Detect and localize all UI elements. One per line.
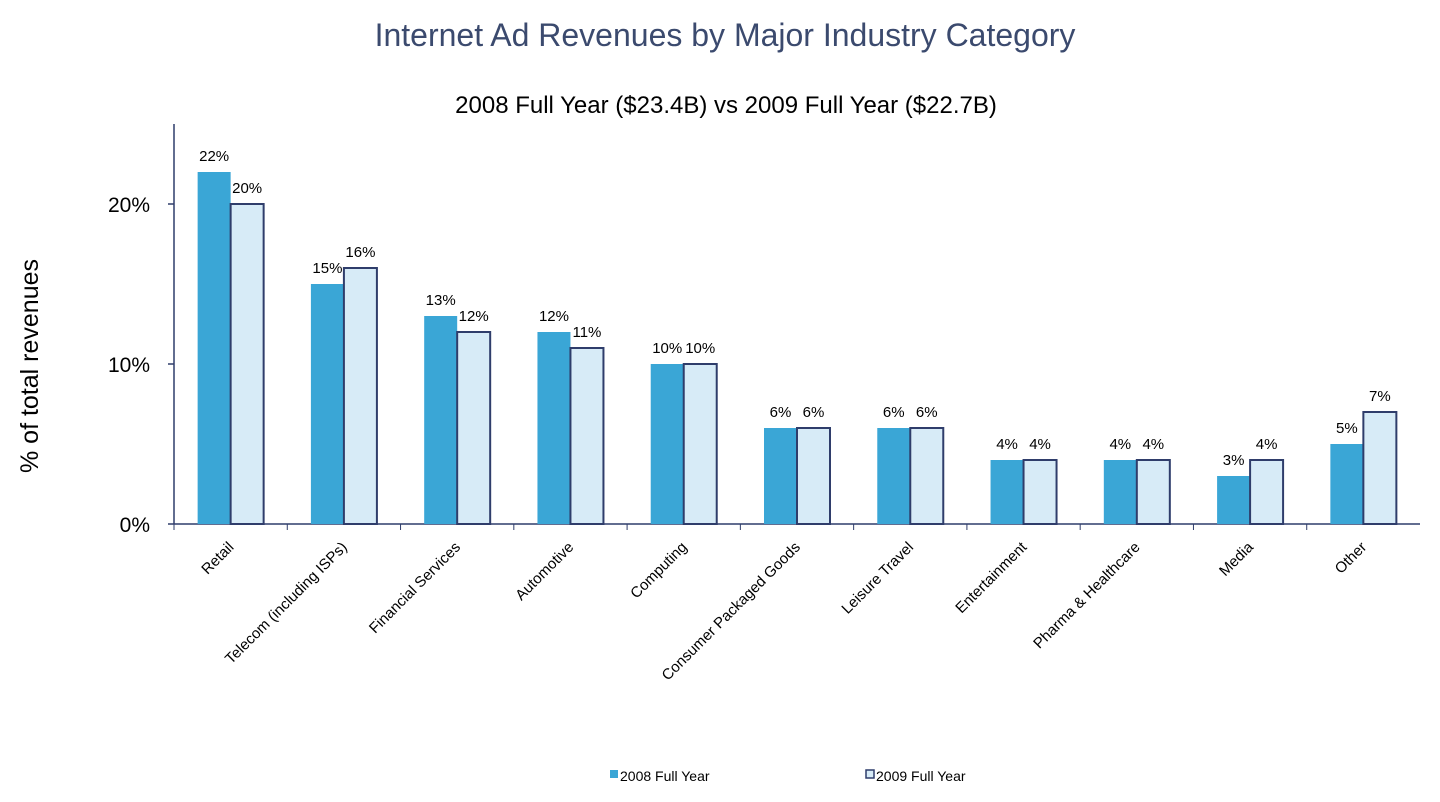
x-tick-label: Media (1216, 538, 1257, 579)
data-label: 6% (770, 404, 792, 421)
data-label: 4% (1029, 436, 1051, 453)
data-label: 12% (539, 308, 569, 325)
chart-subtitle: 2008 Full Year ($23.4B) vs 2009 Full Yea… (455, 92, 997, 119)
y-tick-label: 10% (108, 354, 150, 377)
data-label: 16% (345, 244, 375, 261)
data-label: 6% (916, 404, 938, 421)
data-label: 15% (312, 260, 342, 277)
bar-2008 (424, 316, 458, 524)
data-label: 12% (459, 308, 489, 325)
x-tick-label: Leisure Travel (838, 539, 917, 618)
data-label: 4% (996, 436, 1018, 453)
data-label: 13% (426, 292, 456, 309)
data-label: 10% (652, 340, 682, 357)
bar-2008 (990, 460, 1024, 524)
legend-label: 2008 Full Year (620, 768, 710, 784)
bar-2008 (1103, 460, 1137, 524)
bar-2009 (1022, 459, 1058, 525)
bar-2008 (1330, 444, 1364, 524)
x-tick-label: Pharma & Healthcare (1030, 539, 1143, 652)
legend-swatch (865, 769, 875, 779)
data-label: 4% (1142, 436, 1164, 453)
data-label: 22% (199, 148, 229, 165)
bar-2008 (310, 284, 344, 524)
bar-2009 (569, 347, 605, 525)
data-label: 20% (232, 180, 262, 197)
bar-2008 (877, 428, 911, 524)
x-tick-label: Entertainment (952, 538, 1031, 617)
bar-2008 (650, 364, 684, 524)
bar-2009 (342, 267, 378, 525)
x-tick-label: Financial Services (366, 539, 464, 637)
x-tick-label: Telecom (including ISPs) (222, 539, 351, 668)
y-tick-label: 0% (120, 514, 150, 537)
bar-2009 (682, 363, 718, 525)
bar-2009 (1249, 459, 1285, 525)
chart-title: Internet Ad Revenues by Major Industry C… (375, 17, 1076, 53)
data-label: 4% (1256, 436, 1278, 453)
bar-2008 (537, 332, 571, 524)
data-label: 3% (1223, 452, 1245, 469)
x-tick-label: Automotive (512, 539, 577, 604)
legend: 2008 Full Year 2009 Full Year (610, 768, 966, 784)
data-label: 6% (883, 404, 905, 421)
bar-2008 (1217, 476, 1251, 524)
data-label: 11% (572, 324, 601, 341)
legend-swatch (610, 770, 618, 778)
data-label: 4% (1109, 436, 1131, 453)
bar-2009 (456, 331, 492, 525)
x-tick-label: Retail (198, 539, 237, 578)
data-label: 10% (685, 340, 715, 357)
y-tick-label: 20% (108, 194, 150, 217)
bar-2008 (764, 428, 797, 524)
bar-2009 (229, 203, 265, 525)
bar-2009 (796, 427, 831, 525)
bar-2009 (1362, 411, 1398, 525)
data-label: 7% (1369, 388, 1391, 405)
x-tick-label: Computing (627, 539, 690, 602)
x-tick-label: Other (1332, 539, 1371, 578)
bar-2008 (197, 172, 231, 524)
bar-2009 (909, 427, 945, 525)
data-label: 5% (1336, 420, 1358, 437)
bar-2009 (1135, 459, 1171, 525)
data-label: 6% (803, 404, 825, 421)
legend-label: 2009 Full Year (876, 768, 966, 784)
y-axis-label: % of total revenues (16, 259, 44, 473)
